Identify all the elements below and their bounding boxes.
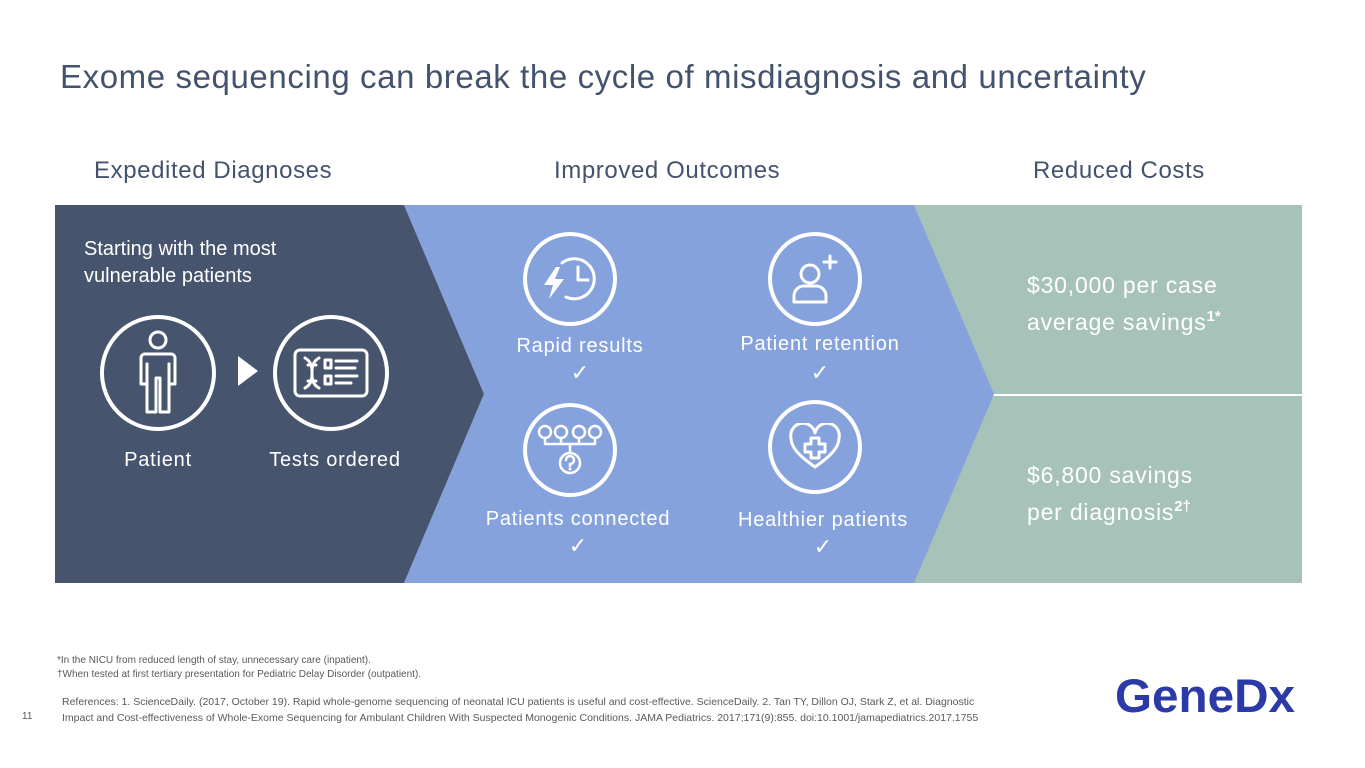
references: References: 1. ScienceDaily. (2017, Octo… bbox=[62, 694, 978, 726]
rapid-results-circle bbox=[523, 232, 617, 326]
references-line1: References: 1. ScienceDaily. (2017, Octo… bbox=[62, 696, 975, 708]
patients-connected-check: ✓ bbox=[568, 533, 588, 558]
expedited-intro: Starting with the most vulnerable patien… bbox=[84, 236, 276, 290]
genedx-logo: GeneDx bbox=[1115, 669, 1295, 722]
person-icon bbox=[139, 330, 177, 414]
arrow-right-icon bbox=[238, 356, 258, 386]
patient-retention-check: ✓ bbox=[810, 360, 830, 385]
expedited-intro-line1: Starting with the most bbox=[84, 238, 277, 260]
tests-ordered-label: Tests ordered bbox=[269, 449, 401, 471]
per-case-savings-text: average savings bbox=[1027, 309, 1207, 335]
patient-circle bbox=[100, 315, 216, 431]
expedited-diagnoses-panel bbox=[55, 205, 484, 583]
per-diagnosis-footnote-marker: 2† bbox=[1174, 498, 1191, 515]
column-header-expedited: Expedited Diagnoses bbox=[94, 157, 333, 184]
per-case-savings: $30,000 per case average savings1* bbox=[1027, 270, 1221, 338]
network-question-icon bbox=[537, 424, 603, 475]
tests-circle bbox=[273, 315, 389, 431]
patient-label: Patient bbox=[124, 449, 192, 471]
per-case-savings-line1: $30,000 per case bbox=[1027, 272, 1218, 298]
patients-connected-circle bbox=[523, 403, 617, 497]
genedx-logo-wordmark: GeneDx bbox=[1115, 669, 1295, 722]
column-header-reduced: Reduced Costs bbox=[1033, 157, 1205, 184]
patient-retention-label: Patient retention bbox=[740, 333, 900, 355]
per-case-footnote-marker: 1* bbox=[1206, 308, 1221, 325]
column-header-improved: Improved Outcomes bbox=[554, 157, 781, 184]
dna-test-card-icon bbox=[293, 348, 369, 398]
add-person-icon bbox=[792, 254, 838, 304]
per-diagnosis-savings-line2: per diagnosis2† bbox=[1027, 491, 1193, 528]
per-diagnosis-savings-text: per diagnosis bbox=[1027, 499, 1175, 525]
patients-connected-label: Patients connected bbox=[485, 508, 671, 530]
expedited-intro-line2: vulnerable patients bbox=[84, 265, 252, 287]
rapid-results-label: Rapid results bbox=[516, 335, 644, 357]
page-title: Exome sequencing can break the cycle of … bbox=[60, 58, 1147, 95]
heart-plus-icon bbox=[789, 423, 841, 469]
rapid-results-check: ✓ bbox=[570, 360, 590, 385]
per-diagnosis-savings-line1: $6,800 savings bbox=[1027, 462, 1193, 488]
healthier-patients-label: Healthier patients bbox=[737, 509, 909, 531]
references-line2: Impact and Cost-effectiveness of Whole-E… bbox=[62, 712, 979, 724]
rapid-clock-icon bbox=[544, 257, 596, 301]
footnote-2: †When tested at first tertiary presentat… bbox=[57, 669, 422, 680]
footnote-1: *In the NICU from reduced length of stay… bbox=[57, 655, 371, 666]
per-diagnosis-savings: $6,800 savings per diagnosis2† bbox=[1027, 460, 1193, 528]
per-case-savings-line2: average savings1* bbox=[1027, 301, 1221, 338]
healthier-patients-check: ✓ bbox=[813, 534, 833, 559]
page-number: 11 bbox=[22, 711, 33, 722]
patient-retention-circle bbox=[768, 232, 862, 326]
healthier-patients-circle bbox=[768, 400, 862, 494]
